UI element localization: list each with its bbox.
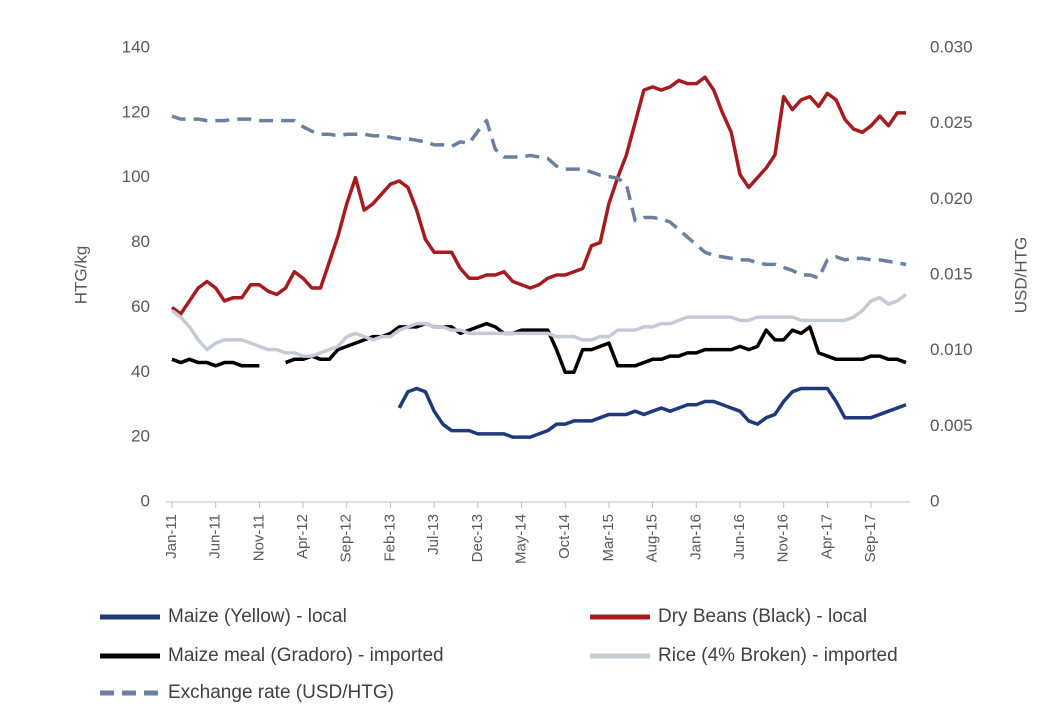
series-line bbox=[397, 386, 907, 439]
legend-label: Maize meal (Gradoro) - imported bbox=[168, 645, 444, 666]
y2-tick-label: 0.005 bbox=[930, 416, 973, 435]
x-tick-label: Jan-16 bbox=[687, 514, 704, 560]
x-tick-label: Jun-11 bbox=[207, 514, 224, 559]
series-line bbox=[171, 321, 907, 375]
legend-label: Maize (Yellow) - local bbox=[168, 606, 347, 627]
legend-label: Dry Beans (Black) - local bbox=[658, 606, 867, 627]
y-tick-label: 80 bbox=[131, 232, 150, 251]
y2-tick-label: 0.015 bbox=[930, 264, 973, 283]
x-tick-label: Mar-15 bbox=[600, 514, 617, 562]
x-tick-label: Sep-12 bbox=[338, 514, 355, 562]
x-tick-label: Feb-13 bbox=[381, 514, 398, 562]
x-tick-label: Aug-15 bbox=[644, 514, 661, 562]
x-tick-label: Jul-13 bbox=[425, 514, 442, 555]
y-tick-label: 20 bbox=[131, 427, 150, 446]
x-tick-label: Jan-11 bbox=[163, 514, 180, 559]
y2-axis-title: USD/HTG bbox=[1011, 237, 1030, 314]
x-tick-label: Jun-16 bbox=[731, 514, 748, 560]
y-axis-title: HTG/kg bbox=[71, 246, 90, 305]
y-tick-label: 100 bbox=[122, 167, 150, 186]
x-tick-label: Oct-14 bbox=[556, 514, 573, 559]
x-tick-label: Sep-17 bbox=[862, 514, 879, 562]
x-tick-label: May-14 bbox=[512, 514, 529, 564]
y-tick-label: 0 bbox=[141, 491, 150, 510]
y-tick-label: 60 bbox=[131, 297, 150, 316]
legend-label: Rice (4% Broken) - imported bbox=[658, 645, 898, 666]
x-tick-label: Dec-13 bbox=[469, 514, 486, 562]
series-line bbox=[171, 114, 907, 280]
y2-tick-label: 0.010 bbox=[930, 340, 973, 359]
x-tick-label: Apr-12 bbox=[294, 514, 311, 559]
y2-tick-label: 0.020 bbox=[930, 189, 973, 208]
y-tick-label: 140 bbox=[122, 37, 150, 56]
y2-tick-label: 0 bbox=[930, 491, 939, 510]
series-line bbox=[170, 293, 908, 358]
y-tick-label: 120 bbox=[122, 102, 150, 121]
series-line bbox=[170, 75, 906, 316]
y2-tick-label: 0.030 bbox=[930, 37, 973, 56]
x-tick-label: Apr-17 bbox=[818, 514, 835, 559]
x-tick-label: Nov-16 bbox=[775, 514, 792, 562]
x-tick-label: Nov-11 bbox=[250, 514, 267, 561]
legend-label: Exchange rate (USD/HTG) bbox=[168, 682, 394, 703]
y2-tick-label: 0.025 bbox=[930, 113, 973, 132]
y-tick-label: 40 bbox=[131, 362, 150, 381]
